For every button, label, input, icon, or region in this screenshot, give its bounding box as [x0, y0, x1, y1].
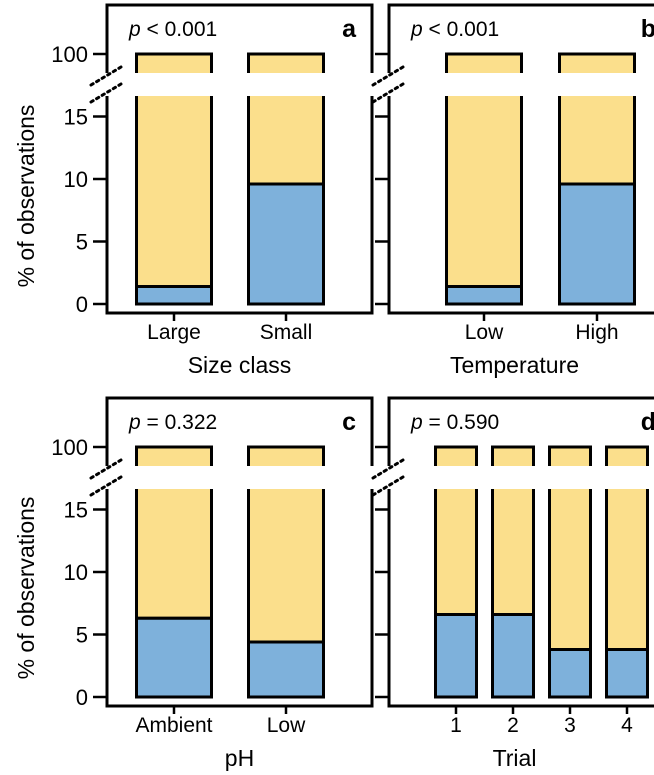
panel-c: Ambient Low 0 5 10 15 100 p = 0.322 c pH [51, 396, 376, 771]
panel-a: Large Small 0 5 10 15 100 p < 0.001 a Size class [51, 3, 376, 378]
p-symbol: p [410, 18, 423, 41]
axis-break-mark-lower [371, 82, 405, 104]
x-tick-label: Ambient [135, 714, 212, 737]
y-tick-label: 0 [76, 292, 88, 317]
bar-segment-lower-4 [605, 648, 649, 699]
y-tick-label: 15 [64, 498, 88, 523]
p-value: p = 0.590 [410, 411, 499, 434]
plot-frame [387, 3, 654, 315]
x-tick-label: Large [147, 321, 201, 344]
x-tick-label: 4 [621, 714, 633, 737]
x-tick-label: 2 [507, 714, 519, 737]
y-tick-label: 15 [64, 105, 88, 130]
panel-letter: d [641, 408, 654, 436]
bar-segment-lower-low [445, 285, 523, 306]
y-axis-label-top: % of observations [13, 105, 39, 288]
axis-break-mark-upper [371, 458, 405, 480]
p-value-text: = 0.322 [141, 411, 217, 434]
axis-break-mark-lower [89, 82, 123, 104]
bar-segment-lower-3 [548, 648, 592, 699]
panel-letter: c [342, 408, 356, 436]
axis-break-mark-upper [89, 65, 123, 87]
y-tick-label: 10 [64, 560, 88, 585]
x-axis-label: Temperature [450, 352, 579, 378]
p-symbol: p [128, 18, 141, 41]
bar-segment-lower-high [558, 182, 636, 306]
bar-segment-lower-large [135, 285, 213, 306]
axis-break-mark-upper [89, 458, 123, 480]
axis-break-mark-lower [89, 475, 123, 497]
x-axis-label: Size class [188, 352, 292, 378]
x-tick-label: Small [260, 321, 313, 344]
y-axis-label-bottom: % of observations [13, 497, 39, 680]
x-tick-label: Low [465, 321, 504, 344]
y-tick-label: 10 [64, 167, 88, 192]
panel-d: 1 2 3 4 p = 0.590 d Trial [371, 396, 654, 771]
axis-break-mark-upper [371, 65, 405, 87]
axis-break-band [91, 466, 376, 489]
p-symbol: p [410, 411, 423, 434]
panel-b: Low High p < 0.001 b Temperature [371, 3, 654, 378]
y-tick-label: 5 [76, 623, 88, 648]
bar-segment-lower-small [247, 182, 325, 306]
panel-letter: b [641, 15, 654, 43]
axis-break-band [91, 73, 376, 96]
y-tick-label: 100 [51, 42, 88, 67]
x-tick-label: 1 [450, 714, 462, 737]
p-value-text: < 0.001 [141, 18, 217, 41]
p-value: p < 0.001 [410, 18, 499, 41]
plot-frame [105, 3, 374, 315]
x-tick-label: High [575, 321, 618, 344]
y-tick-label: 0 [76, 685, 88, 710]
plot-frame [105, 396, 374, 708]
x-tick-label: 3 [564, 714, 576, 737]
x-axis-label: Trial [493, 745, 537, 771]
axis-break-band [373, 73, 654, 96]
p-value: p < 0.001 [128, 18, 217, 41]
bar-segment-lower-ambient [135, 616, 213, 699]
p-value: p = 0.322 [128, 411, 217, 434]
plot-frame [387, 396, 654, 708]
bar-segment-lower-low [247, 640, 325, 699]
x-tick-label: Low [267, 714, 306, 737]
y-tick-label: 100 [51, 435, 88, 460]
p-value-text: = 0.590 [423, 411, 499, 434]
bar-segment-lower-1 [434, 613, 478, 699]
y-tick-label: 5 [76, 230, 88, 255]
p-value-text: < 0.001 [423, 18, 499, 41]
panel-letter: a [342, 15, 357, 43]
p-symbol: p [128, 411, 141, 434]
bar-segment-lower-2 [491, 613, 535, 699]
x-axis-label: pH [225, 745, 254, 771]
axis-break-band [373, 466, 654, 489]
axis-break-mark-lower [371, 475, 405, 497]
